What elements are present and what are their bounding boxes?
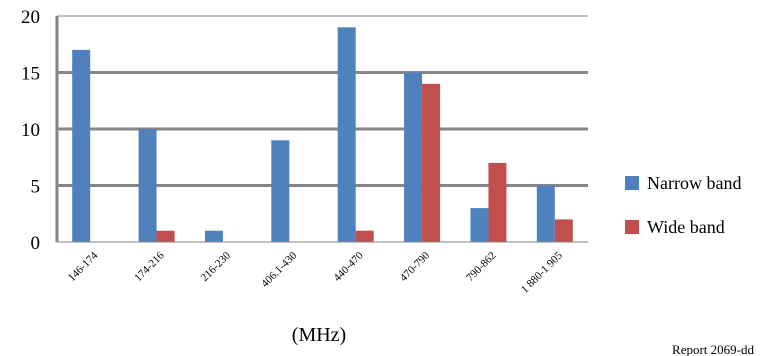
x-tick-label: 174-216	[132, 249, 167, 284]
axes	[55, 16, 588, 243]
legend-label: Narrow band	[647, 173, 741, 193]
y-tick-label: 20	[21, 7, 40, 28]
bar-wide-band	[355, 230, 374, 242]
legend-swatch	[625, 176, 639, 190]
bar-narrow-band	[404, 72, 423, 242]
bar-narrow-band	[271, 140, 290, 242]
y-tick-label: 15	[21, 64, 40, 85]
bar-narrow-band	[72, 49, 91, 243]
bar-narrow-band	[470, 208, 489, 242]
x-axis-label: (MHz)	[292, 324, 346, 346]
legend-swatch	[625, 220, 639, 234]
bar-wide-band	[422, 83, 441, 242]
bar-narrow-band	[536, 185, 555, 242]
gridlines	[57, 15, 588, 187]
x-tick-label: 406.1-430	[259, 249, 300, 290]
y-tick-label: 0	[31, 233, 41, 254]
x-tick-label: 1 880-1 905	[519, 249, 565, 295]
y-tick-label: 10	[21, 120, 40, 141]
bar-narrow-band	[138, 129, 157, 242]
bars	[72, 27, 573, 243]
bar-narrow-band	[337, 27, 356, 242]
x-tick-label: 440-470	[331, 249, 366, 284]
bar-wide-band	[488, 162, 507, 242]
bar-wide-band	[554, 219, 573, 242]
report-reference: Report 2069-dd	[672, 342, 754, 356]
x-tick-label: 146-174	[66, 249, 101, 284]
x-tick-label: 790-862	[464, 250, 498, 284]
y-tick-label: 5	[31, 177, 41, 198]
bar-wide-band	[156, 230, 175, 242]
bar-narrow-band	[204, 230, 223, 242]
x-axis-ticks: 146-174 174-216 216-230 406.1-430 440-470 470…	[66, 249, 565, 295]
x-tick-label: 216-230	[199, 249, 234, 284]
legend-label: Wide band	[647, 217, 725, 237]
legend: Narrow band Wide band	[625, 173, 741, 237]
y-axis-ticks: 0 5 10 15 20	[21, 7, 40, 254]
x-tick-label: 470-790	[398, 249, 433, 284]
